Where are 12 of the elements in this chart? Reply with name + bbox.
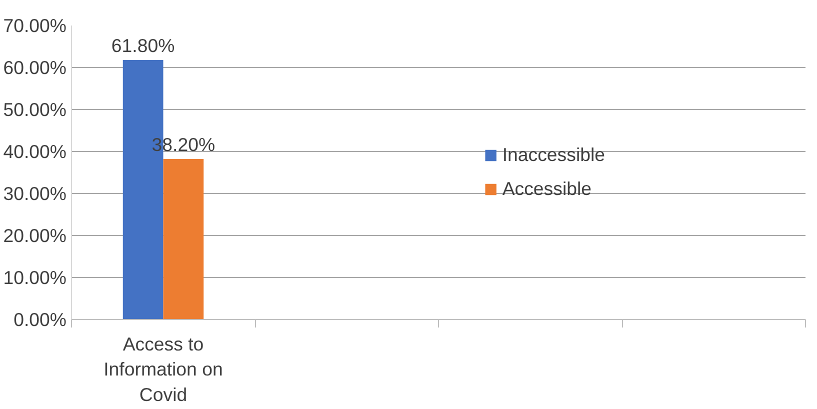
y-tick-label: 30.00%: [3, 183, 67, 204]
y-tick-label: 0.00%: [14, 309, 67, 330]
y-tick-label: 20.00%: [3, 225, 67, 246]
data-label: 61.80%: [111, 34, 175, 56]
legend-label: Inaccessible: [502, 144, 605, 166]
y-tick-label: 10.00%: [3, 267, 67, 288]
x-tick-label: Access to Information on Covid: [104, 334, 223, 405]
legend-label: Accessible: [502, 178, 592, 200]
y-tick-label: 40.00%: [3, 141, 67, 162]
y-tick-label: 50.00%: [3, 99, 67, 120]
y-tick-label: 70.00%: [3, 15, 67, 36]
y-tick-label: 60.00%: [3, 57, 67, 78]
